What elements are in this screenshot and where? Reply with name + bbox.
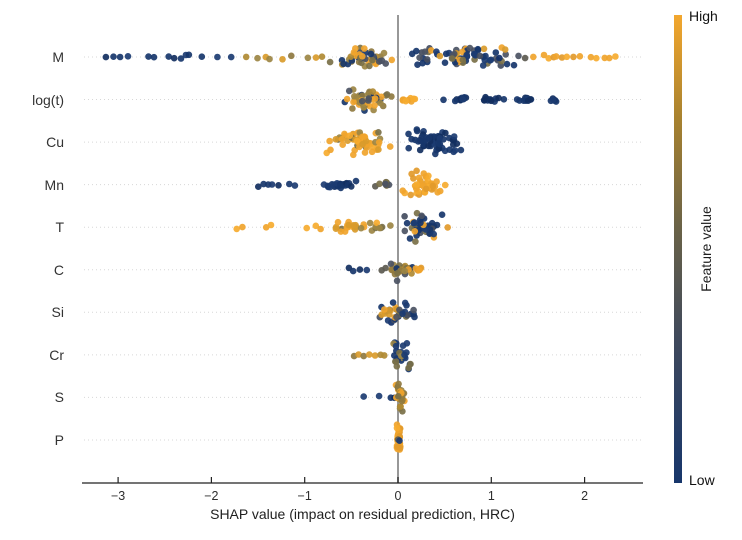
beeswarm-points xyxy=(102,44,619,453)
colorbar xyxy=(674,15,682,483)
